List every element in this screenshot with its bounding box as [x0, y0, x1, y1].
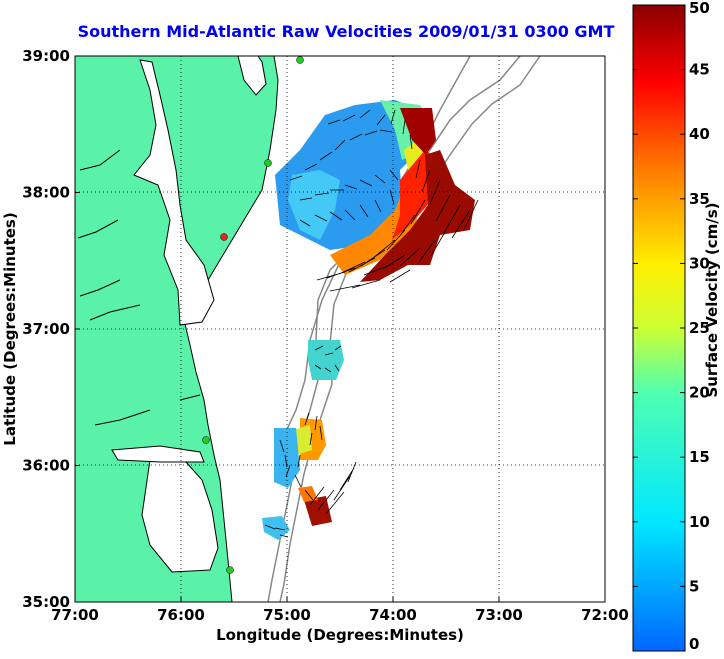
x-axis-label: Longitude (Degrees:Minutes): [216, 626, 464, 644]
station-marker: [220, 233, 228, 241]
chesapeake-bay: [133, 59, 215, 326]
colorbar-tick-label: 5: [689, 577, 699, 595]
radar-stations: [202, 56, 304, 574]
patch-jet-darkred: [360, 150, 475, 282]
colorbar-tick-label: 0: [689, 635, 699, 653]
y-tick-label: 39:00: [22, 47, 70, 65]
title-text: Southern Mid-Atlantic Raw Velocities 200…: [77, 22, 615, 41]
albemarle-sound: [111, 445, 205, 463]
y-tick-label: 38:00: [22, 184, 70, 202]
grid: [75, 56, 605, 602]
bathymetry-contour-slope: [279, 56, 541, 602]
y-axis-ticks: 35:00 36:00 37:00 38:00 39:00: [22, 47, 80, 611]
patch-jet-orange: [330, 185, 420, 275]
colorbar-tick-label: 40: [689, 125, 710, 143]
patch-hatteras-north-yellow: [294, 425, 312, 455]
colorbar-tick-label: 45: [689, 61, 710, 79]
y-tick-label: 36:00: [22, 457, 70, 475]
patch-northern-cyan: [288, 170, 340, 240]
colorbar-ticks: 0 5 10 15 20 25 30 35 40 45 50: [633, 0, 710, 653]
colorbar-tick-label: 10: [689, 513, 710, 531]
station-marker: [296, 56, 304, 64]
land-mass: [75, 56, 279, 602]
pamlico-sound: [141, 459, 219, 573]
bathymetry-contour-shelf: [267, 56, 521, 602]
colorbar-tick-label: 15: [689, 448, 710, 466]
delaware-bay: [237, 56, 267, 96]
patch-ne-darkred: [400, 108, 436, 155]
colorbar-tick-label: 30: [689, 254, 710, 272]
rivers: [77, 149, 201, 426]
patch-hatteras-west: [274, 428, 300, 488]
station-marker: [202, 436, 210, 444]
colorbar-tick-label: 35: [689, 190, 710, 208]
station-marker: [226, 566, 234, 574]
x-tick-label: 72:00: [581, 606, 629, 624]
colorbar-label: Surface Velocity (cm/s): [703, 202, 721, 397]
x-tick-label: 74:00: [369, 606, 417, 624]
colorbar: [632, 4, 686, 652]
y-axis-label: Latitude (Degrees:Minutes): [1, 212, 19, 445]
x-tick-label: 75:00: [263, 606, 311, 624]
y-tick-label: 35:00: [22, 593, 70, 611]
station-marker: [264, 159, 272, 167]
y-tick-label: 37:00: [22, 320, 70, 338]
colorbar-tick-label: 50: [689, 0, 710, 17]
x-tick-label: 77:00: [51, 606, 99, 624]
colorbar-tick-label: 20: [689, 384, 710, 402]
x-tick-label: 73:00: [475, 606, 523, 624]
vectors-hatteras: [264, 412, 357, 538]
x-tick-label: 76:00: [157, 606, 205, 624]
colorbar-tick-label: 25: [689, 319, 710, 337]
x-axis-ticks: 77:00 76:00 75:00 74:00 73:00 72:00: [51, 597, 629, 624]
vectors-cape-charles: [314, 345, 342, 373]
